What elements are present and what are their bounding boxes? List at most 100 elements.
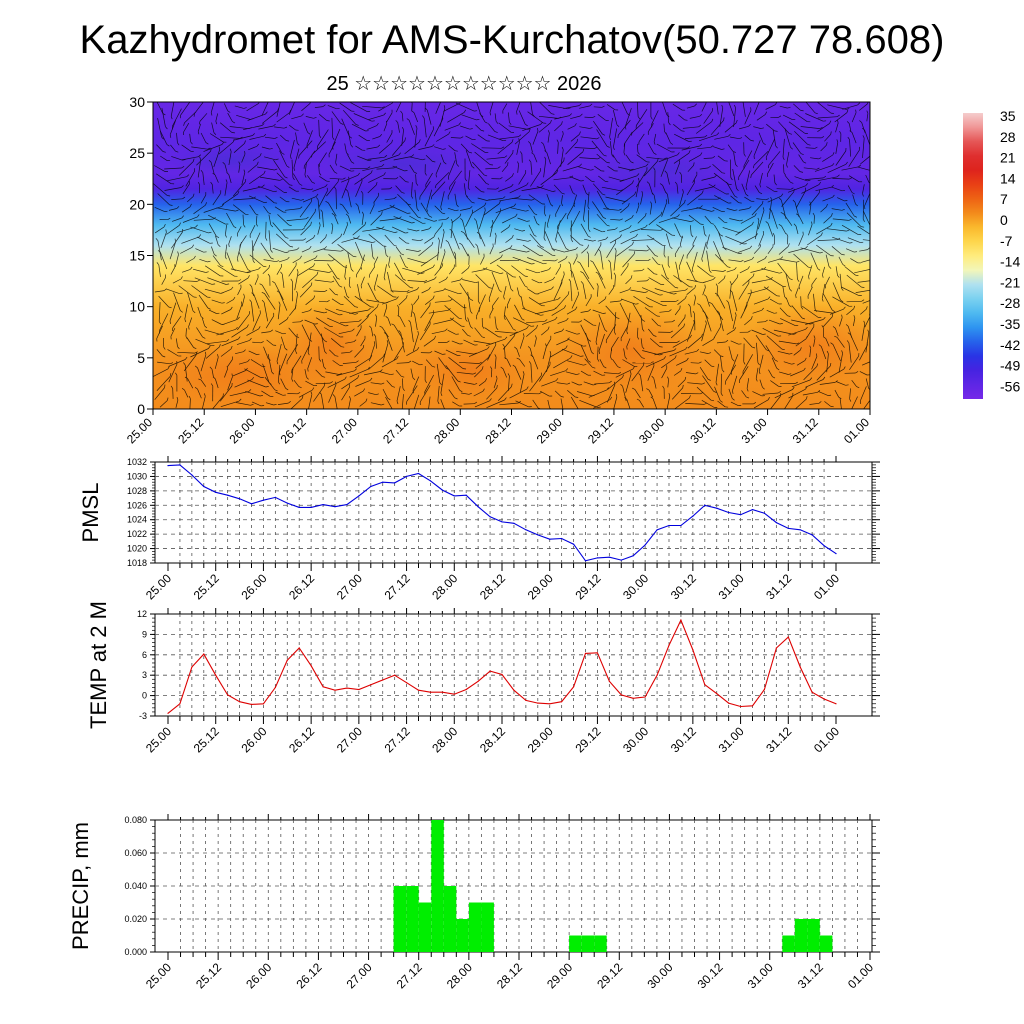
wind-vector-barb bbox=[340, 249, 344, 252]
colorbar-label: 35 bbox=[1000, 108, 1016, 124]
wind-vector bbox=[530, 363, 533, 383]
wind-vector bbox=[301, 344, 311, 361]
wind-vector-barb bbox=[175, 372, 178, 376]
wind-vector bbox=[384, 245, 387, 255]
data-point bbox=[632, 697, 634, 699]
wind-vector bbox=[695, 121, 713, 134]
wind-vector-barb bbox=[653, 152, 657, 155]
wind-vector-barb bbox=[775, 145, 778, 149]
wind-vector bbox=[597, 285, 599, 297]
wind-vector-barb bbox=[486, 183, 490, 185]
wind-vector bbox=[862, 239, 870, 241]
wind-vector bbox=[261, 110, 278, 124]
wind-vector bbox=[782, 138, 785, 158]
wind-vector-barb bbox=[829, 120, 832, 124]
wind-vector-barb bbox=[780, 212, 784, 215]
wind-vector-barb bbox=[725, 339, 729, 343]
wind-vector bbox=[486, 157, 505, 160]
wind-vector bbox=[619, 175, 638, 183]
wind-vector-barb bbox=[788, 373, 792, 375]
wind-vector-barb bbox=[274, 168, 278, 171]
wind-vector bbox=[553, 184, 563, 194]
wind-vector-barb bbox=[575, 396, 579, 398]
wind-vector bbox=[187, 378, 194, 389]
wind-vector bbox=[766, 186, 775, 192]
wind-vector-barb bbox=[323, 311, 328, 314]
wind-vector-barb bbox=[415, 125, 418, 129]
precip-bar bbox=[456, 919, 469, 952]
precip-bar bbox=[418, 902, 432, 952]
wind-vector bbox=[848, 342, 852, 363]
wind-vector-barb bbox=[279, 178, 283, 181]
wind-vector bbox=[172, 108, 182, 127]
data-point bbox=[608, 680, 611, 682]
chart-subtitle: 25 ☆☆☆☆☆☆☆☆☆☆☆ 2026 bbox=[326, 73, 602, 95]
wind-vector-barb bbox=[830, 222, 833, 226]
wind-vector bbox=[249, 204, 256, 215]
wind-vector-barb bbox=[385, 120, 388, 124]
wind-vector bbox=[839, 398, 842, 409]
wind-vector bbox=[157, 118, 162, 138]
wind-vector-barb bbox=[339, 285, 343, 288]
wind-vector bbox=[767, 223, 774, 237]
wind-vector bbox=[475, 274, 490, 288]
plot-frame bbox=[154, 819, 873, 953]
data-point bbox=[370, 485, 372, 488]
wind-vector bbox=[233, 198, 254, 201]
x-tick-label: 25.12 bbox=[191, 571, 222, 602]
wind-vector-barb bbox=[443, 161, 447, 165]
wind-vector bbox=[288, 186, 297, 192]
x-tick-label: 28.00 bbox=[429, 724, 460, 755]
wind-vector bbox=[592, 309, 604, 314]
wind-vector bbox=[667, 112, 669, 123]
wind-vector-barb bbox=[536, 271, 541, 274]
wind-vector bbox=[670, 326, 685, 339]
wind-vector-barb bbox=[471, 201, 475, 204]
wind-vector bbox=[264, 136, 275, 139]
wind-vector bbox=[363, 371, 381, 376]
wind-vector bbox=[640, 193, 644, 205]
wind-vector-barb bbox=[800, 110, 804, 112]
wind-vector-barb bbox=[561, 203, 564, 207]
wind-vector bbox=[224, 244, 228, 257]
wind-vector-barb bbox=[376, 299, 380, 302]
wind-vector bbox=[724, 122, 737, 133]
wind-vector bbox=[777, 262, 791, 279]
wind-vector bbox=[614, 312, 617, 332]
wind-vector bbox=[554, 123, 562, 132]
y-tick-label: 20 bbox=[129, 196, 145, 212]
cold-core bbox=[590, 152, 730, 188]
cold-core bbox=[315, 145, 485, 185]
wind-vector bbox=[447, 207, 456, 212]
wind-vector bbox=[354, 241, 363, 259]
wind-vector bbox=[479, 233, 486, 247]
wind-vector bbox=[570, 281, 573, 302]
wind-vector bbox=[637, 143, 639, 153]
wind-vector bbox=[329, 177, 343, 180]
wind-vector bbox=[268, 230, 272, 251]
wind-vector-barb bbox=[325, 200, 329, 204]
wind-vector bbox=[694, 186, 714, 192]
wind-vector-barb bbox=[243, 349, 246, 352]
wind-vector-barb bbox=[235, 209, 239, 212]
wind-vector bbox=[307, 357, 313, 369]
y-tick-label: 0.020 bbox=[124, 914, 147, 924]
wind-vector-barb bbox=[319, 391, 322, 395]
wind-vector-barb bbox=[263, 170, 266, 174]
wind-vector-barb bbox=[412, 377, 416, 381]
wind-vector bbox=[759, 172, 763, 185]
wind-vector-barb bbox=[541, 141, 544, 145]
wind-vector-barb bbox=[184, 376, 188, 379]
data-point bbox=[501, 673, 503, 676]
wind-vector-barb bbox=[731, 358, 735, 362]
wind-vector bbox=[807, 286, 813, 296]
wind-vector-barb bbox=[458, 122, 461, 126]
wind-vector bbox=[341, 377, 358, 390]
y-tick-label: 0.060 bbox=[124, 848, 147, 858]
wind-vector bbox=[223, 103, 229, 111]
wind-vector bbox=[514, 131, 530, 145]
wind-vector bbox=[495, 205, 515, 214]
wind-vector-barb bbox=[162, 355, 166, 358]
wind-vector bbox=[675, 261, 680, 280]
wind-vector bbox=[196, 327, 203, 338]
